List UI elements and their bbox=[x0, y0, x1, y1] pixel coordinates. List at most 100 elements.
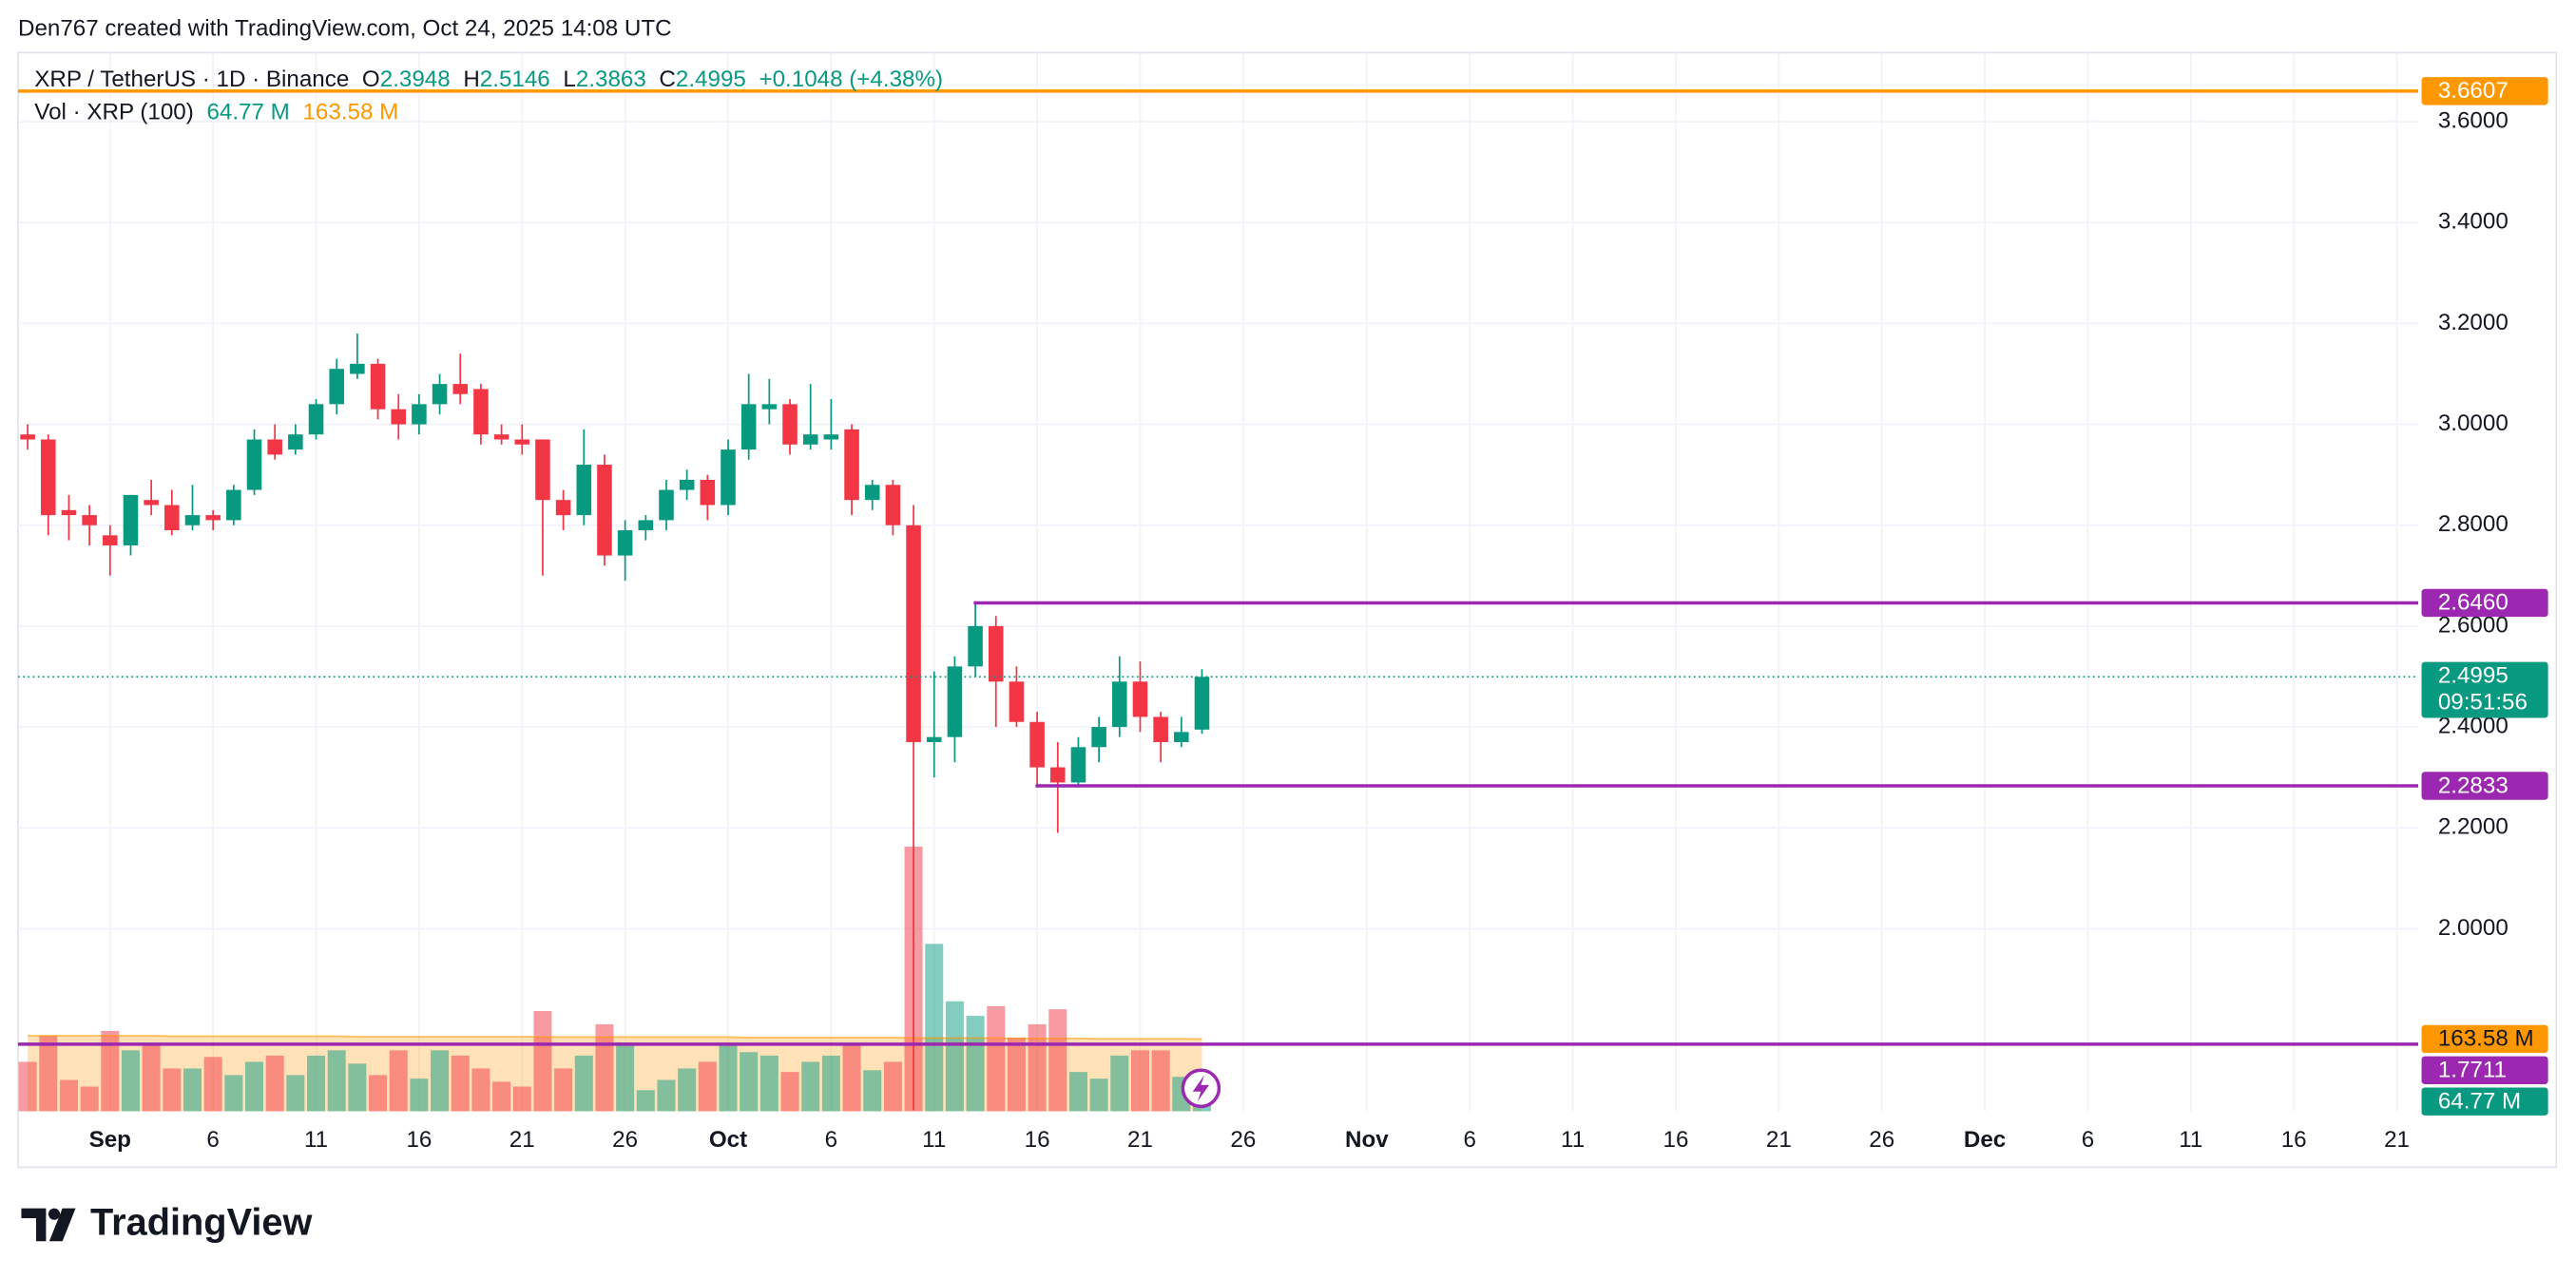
price-badge-label: 2.6460 bbox=[2438, 590, 2509, 616]
price-badge bbox=[2421, 1024, 2548, 1054]
volume-bar bbox=[265, 1055, 284, 1112]
volume-bar bbox=[759, 1055, 779, 1112]
candle-body bbox=[1029, 721, 1045, 768]
candle-body bbox=[926, 736, 942, 742]
candle-body bbox=[782, 404, 798, 445]
x-tick-label: 26 bbox=[1869, 1127, 1894, 1153]
volume-bar bbox=[1151, 1050, 1170, 1112]
price-badge-label: 09:51:56 bbox=[2438, 689, 2528, 715]
symbol-title: XRP / TetherUS · 1D · Binance bbox=[34, 67, 349, 92]
volume-bar bbox=[740, 1052, 759, 1112]
candle-body bbox=[988, 625, 1004, 682]
volume-readout: 64.77 M bbox=[206, 100, 289, 125]
candle-body bbox=[885, 485, 901, 525]
volume-bar bbox=[801, 1061, 820, 1112]
volume-bar bbox=[657, 1079, 676, 1112]
candle-body bbox=[823, 434, 839, 440]
candle-body bbox=[1091, 727, 1106, 748]
price-badge bbox=[2421, 1087, 2548, 1116]
price-badge-label: 2.4995 bbox=[2438, 663, 2509, 689]
price-badge-label: 3.6607 bbox=[2438, 78, 2509, 104]
candle-body bbox=[906, 525, 921, 742]
volume-bar bbox=[451, 1055, 470, 1112]
candle-body bbox=[226, 489, 241, 521]
candle-body bbox=[1153, 716, 1168, 742]
x-tick-label: 11 bbox=[2179, 1127, 2202, 1153]
candle-body bbox=[638, 520, 654, 531]
volume-bar bbox=[307, 1055, 326, 1112]
volume-bar bbox=[327, 1050, 346, 1112]
volume-bar bbox=[224, 1075, 243, 1112]
price-badge-label: 64.77 M bbox=[2438, 1088, 2521, 1114]
volume-bar bbox=[966, 1016, 985, 1112]
candle-body bbox=[184, 515, 201, 525]
volume-bar bbox=[554, 1068, 573, 1112]
volume-bar bbox=[1068, 1072, 1087, 1112]
candle-body bbox=[41, 439, 56, 516]
ohlc-letter: L bbox=[563, 67, 575, 92]
x-tick-label: 26 bbox=[612, 1127, 638, 1153]
volume-bar bbox=[987, 1005, 1006, 1112]
volume-bar bbox=[595, 1023, 614, 1112]
candle-body bbox=[740, 404, 757, 450]
volume-bar bbox=[1130, 1050, 1149, 1112]
candle-body bbox=[700, 479, 716, 506]
volume-bar bbox=[616, 1041, 635, 1112]
volume-bar bbox=[574, 1055, 593, 1112]
y-tick-label: 3.4000 bbox=[2438, 209, 2509, 235]
volume-bar bbox=[389, 1050, 408, 1112]
ohlc-value: 2.3948 bbox=[380, 67, 451, 92]
x-tick-label: 21 bbox=[2384, 1127, 2410, 1153]
price-badge-label: 2.2833 bbox=[2438, 773, 2509, 798]
alert-icon bbox=[1181, 1068, 1221, 1109]
volume-bar bbox=[1048, 1009, 1067, 1112]
x-tick-label: 11 bbox=[922, 1127, 946, 1153]
candle-body bbox=[514, 439, 530, 445]
frame bbox=[17, 51, 2558, 1169]
volume-ma-readout: 163.58 M bbox=[302, 100, 398, 125]
volume-bar bbox=[142, 1045, 161, 1112]
legend-row: XRP / TetherUS · 1D · Binance O2.3948 H2… bbox=[34, 67, 943, 92]
candle-body bbox=[164, 505, 180, 531]
candle-body bbox=[576, 465, 592, 516]
volume-bar bbox=[863, 1070, 882, 1112]
candle-body bbox=[20, 434, 35, 440]
x-tick-label: 26 bbox=[1230, 1127, 1256, 1153]
volume-bar bbox=[348, 1063, 367, 1112]
candle-body bbox=[535, 439, 550, 501]
x-tick-label: 11 bbox=[1561, 1127, 1585, 1153]
candle-body bbox=[721, 449, 736, 506]
ohlc-letter: O bbox=[362, 67, 380, 92]
x-tick-label: 21 bbox=[1766, 1127, 1792, 1153]
x-tick-label: Sep bbox=[89, 1127, 131, 1153]
volume-bar bbox=[842, 1043, 861, 1112]
candle-body bbox=[947, 666, 963, 737]
x-tick-label: Oct bbox=[709, 1127, 747, 1153]
candle-body bbox=[1174, 732, 1189, 742]
candle-body bbox=[1009, 681, 1025, 722]
grid bbox=[18, 52, 2419, 1112]
y-tick-label: 3.6000 bbox=[2438, 107, 2509, 133]
x-tick-label: 11 bbox=[304, 1127, 328, 1153]
ohlc-value: 2.5146 bbox=[480, 67, 550, 92]
volume-bar bbox=[80, 1086, 99, 1112]
x-tick-label: 21 bbox=[1127, 1127, 1153, 1153]
volume-bar bbox=[59, 1079, 78, 1112]
candle-body bbox=[1194, 677, 1210, 730]
candle-body bbox=[473, 389, 489, 435]
volume-bar bbox=[369, 1075, 388, 1112]
volume-name: Vol · XRP (100) bbox=[34, 100, 194, 125]
candle-body bbox=[617, 530, 633, 556]
volume-bar bbox=[1110, 1055, 1129, 1112]
chart-layers: 2.00002.20002.40002.60002.80003.00003.20… bbox=[18, 52, 2548, 1153]
candle-body bbox=[864, 485, 880, 501]
candle-body bbox=[123, 494, 139, 545]
plot-area bbox=[18, 89, 2419, 1112]
candle-body bbox=[246, 439, 262, 490]
candle-body bbox=[597, 465, 612, 556]
volume-bar bbox=[410, 1079, 429, 1112]
y-tick-label: 2.8000 bbox=[2438, 511, 2509, 537]
x-tick-label: 6 bbox=[1464, 1127, 1476, 1153]
